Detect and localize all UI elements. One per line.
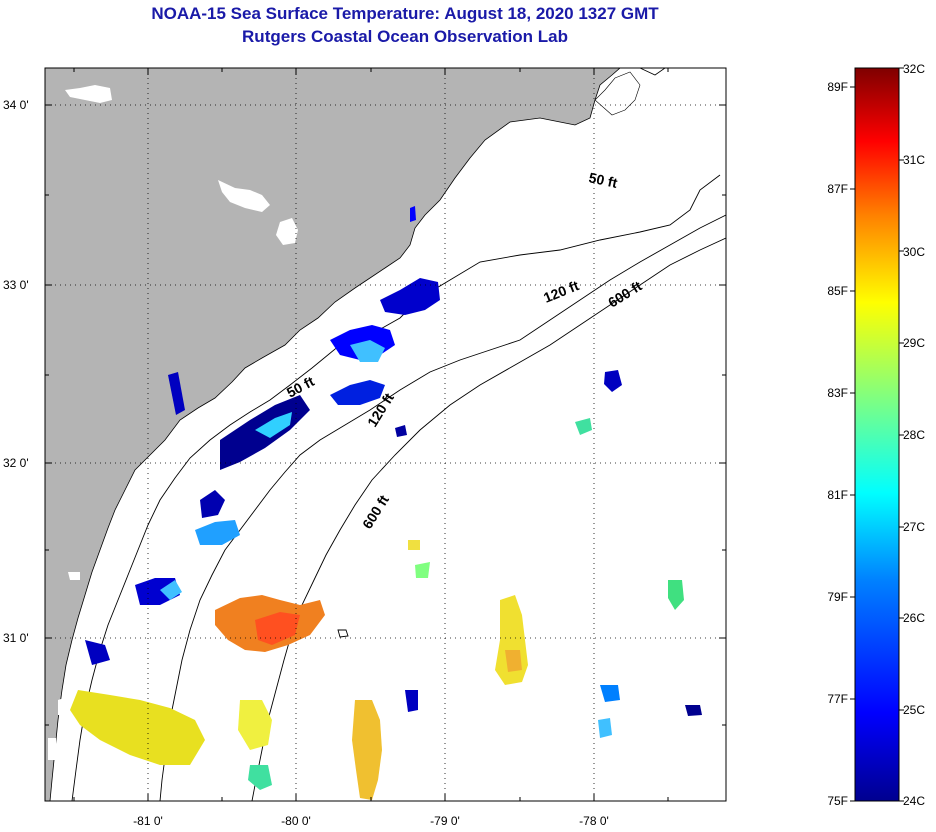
cb-f-87: 87F — [827, 182, 848, 196]
map-panel — [45, 68, 726, 801]
cb-f-77: 77F — [827, 692, 848, 706]
land-mass — [45, 68, 621, 801]
cb-c-29: 29C — [903, 336, 925, 350]
sound-area — [594, 71, 641, 116]
graticule — [45, 68, 726, 801]
contour-label-50ft-north: 50 ft — [587, 169, 619, 191]
colorbar — [854, 67, 900, 802]
contour-50ft — [71, 174, 721, 801]
axis-ticks — [45, 68, 726, 801]
cb-f-89: 89F — [827, 80, 848, 94]
map-title: NOAA-15 Sea Surface Temperature: August … — [151, 4, 659, 23]
sst-patches — [70, 206, 702, 800]
lon-label-78: -78 0' — [579, 814, 609, 828]
cb-c-25: 25C — [903, 703, 925, 717]
colorbar-ticks — [850, 67, 904, 802]
cb-c-27: 27C — [903, 520, 925, 534]
lat-label-33: 33 0' — [3, 278, 29, 292]
cb-f-75: 75F — [827, 794, 848, 808]
lat-label-34: 34 0' — [3, 98, 29, 112]
map-subtitle: Rutgers Coastal Ocean Observation Lab — [242, 27, 568, 46]
cb-c-32: 32C — [903, 62, 925, 76]
cb-c-24: 24C — [903, 794, 925, 808]
lon-label-81: -81 0' — [133, 814, 163, 828]
map-frame — [44, 67, 727, 802]
contour-600ft — [251, 237, 726, 801]
lon-label-79: -79 0' — [430, 814, 460, 828]
cb-c-30: 30C — [903, 245, 925, 259]
cb-c-28: 28C — [903, 428, 925, 442]
bathymetry-contours — [71, 174, 726, 801]
lat-label-32: 32 0' — [3, 456, 29, 470]
cloud-patches — [48, 85, 298, 760]
cb-c-31: 31C — [903, 153, 925, 167]
cb-f-79: 79F — [827, 590, 848, 604]
contour-120ft — [159, 214, 726, 801]
lon-label-80: -80 0' — [281, 814, 311, 828]
cb-c-26: 26C — [903, 611, 925, 625]
cb-f-85: 85F — [827, 284, 848, 298]
cb-f-81: 81F — [827, 488, 848, 502]
cb-f-83: 83F — [827, 386, 848, 400]
lat-label-31: 31 0' — [3, 631, 29, 645]
